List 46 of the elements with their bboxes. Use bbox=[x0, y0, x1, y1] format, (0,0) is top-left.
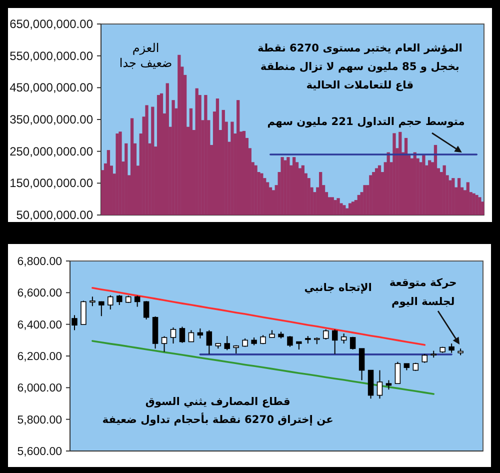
candlestick bbox=[134, 295, 140, 308]
candlestick bbox=[188, 330, 194, 342]
candlestick bbox=[287, 336, 293, 348]
candlestick bbox=[116, 294, 122, 306]
candlestick bbox=[224, 336, 230, 351]
candlestick bbox=[179, 326, 186, 344]
candlestick bbox=[170, 327, 176, 344]
y-tick-label: 6,600.00 bbox=[17, 288, 62, 300]
y-tick-label: 250,000,000.00 bbox=[10, 144, 94, 158]
y-tick-label: 450,000,000.00 bbox=[10, 80, 94, 95]
line-series bbox=[92, 340, 435, 395]
candlestick bbox=[197, 328, 204, 339]
y-tick-label: 350,000,000.00 bbox=[10, 112, 94, 126]
y-tick-label: 5,600.00 bbox=[17, 446, 62, 458]
candlestick bbox=[448, 342, 454, 354]
candlestick bbox=[332, 328, 338, 355]
candlestick bbox=[72, 314, 78, 331]
candlestick bbox=[90, 296, 96, 307]
candlestick bbox=[394, 361, 401, 384]
annotation: حركة متوقعة لجلسة اليوم bbox=[389, 277, 457, 308]
candlestick bbox=[108, 294, 114, 310]
y-tick-label: 6,800.00 bbox=[17, 256, 62, 268]
annotation: قطاع المصارف يثني السوق عن إختراق 6270 نقطة بأحجام تداول ضعيفة bbox=[102, 396, 334, 426]
candlestick bbox=[143, 300, 150, 320]
y-tick-label: 5,800.00 bbox=[17, 414, 62, 426]
y-tick-label: 6,000.00 bbox=[17, 382, 62, 395]
candlestick bbox=[80, 300, 86, 325]
candlestick bbox=[98, 300, 104, 317]
candlestick bbox=[376, 370, 383, 400]
candlestick bbox=[323, 328, 329, 340]
y-tick-label: 6,400.00 bbox=[17, 319, 62, 332]
annotation: الإتجاه جانبي bbox=[304, 282, 372, 294]
candlestick bbox=[340, 333, 347, 344]
candlestick bbox=[350, 336, 356, 350]
y-tick-label: 150,000,000.00 bbox=[10, 176, 94, 190]
annotation: العزم ضعيف جدا bbox=[119, 41, 172, 70]
y-tick-label: 650,000,000.00 bbox=[10, 17, 94, 31]
annotation: متوسط حجم التداول 221 مليون سهم bbox=[267, 116, 465, 128]
y-tick-label: 6,200.00 bbox=[17, 351, 62, 363]
y-tick-label: 50,000,000.00 bbox=[16, 208, 94, 222]
candlestick bbox=[206, 330, 212, 355]
annotation: المؤشر العام يختبر مستوى 6270 نقطة بخجل و 85 مليون سهم لا تزال منطقة قاع للتعاملات الحالية bbox=[257, 42, 462, 92]
candlestick bbox=[161, 336, 168, 352]
y-tick-label: 550,000,000.00 bbox=[10, 48, 94, 63]
candlestick bbox=[358, 348, 365, 381]
candlestick bbox=[386, 380, 392, 390]
